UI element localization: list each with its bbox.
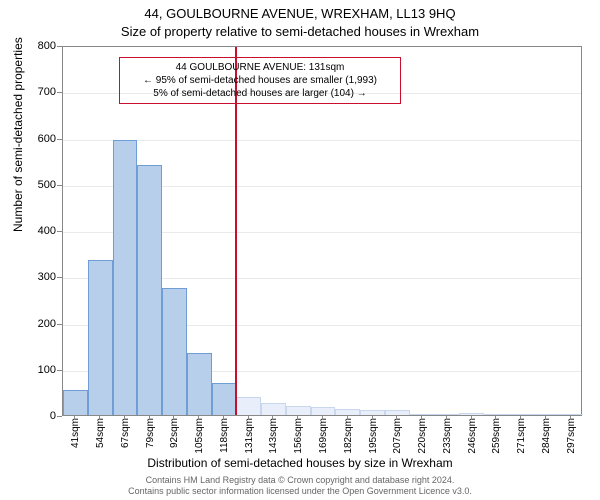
bar xyxy=(236,397,261,416)
x-tick-mark xyxy=(272,416,273,420)
x-tick-label: 182sqm xyxy=(343,418,354,454)
bar xyxy=(187,353,212,415)
x-tick-label: 271sqm xyxy=(516,418,527,454)
x-tick-label: 169sqm xyxy=(318,418,329,454)
x-tick-label: 79sqm xyxy=(145,418,156,448)
footer-line-2: Contains public sector information licen… xyxy=(128,486,472,496)
x-tick-label: 220sqm xyxy=(417,418,428,454)
x-tick-mark xyxy=(297,416,298,420)
y-tick-label: 800 xyxy=(0,40,56,52)
chart-container: 44, GOULBOURNE AVENUE, WREXHAM, LL13 9HQ… xyxy=(0,0,600,500)
x-tick-mark xyxy=(99,416,100,420)
x-tick-label: 54sqm xyxy=(95,418,106,448)
x-tick-mark xyxy=(198,416,199,420)
page-title: 44, GOULBOURNE AVENUE, WREXHAM, LL13 9HQ xyxy=(0,6,600,21)
bar xyxy=(162,288,187,415)
x-tick-mark xyxy=(149,416,150,420)
gridline xyxy=(63,140,581,141)
bar xyxy=(410,414,435,415)
x-tick-label: 67sqm xyxy=(120,418,131,448)
x-tick-label: 118sqm xyxy=(219,418,230,453)
x-tick-mark xyxy=(495,416,496,420)
bar xyxy=(360,410,385,415)
x-tick-label: 92sqm xyxy=(169,418,180,448)
x-tick-mark xyxy=(421,416,422,420)
x-tick-label: 233sqm xyxy=(442,418,453,454)
annotation-line: ← 95% of semi-detached houses are smalle… xyxy=(124,74,396,87)
x-tick-label: 105sqm xyxy=(194,418,205,454)
x-tick-mark xyxy=(173,416,174,420)
bar xyxy=(88,260,113,415)
bar xyxy=(286,406,311,415)
bar xyxy=(385,410,410,415)
x-tick-mark xyxy=(372,416,373,420)
y-tick-label: 600 xyxy=(0,133,56,145)
y-tick-label: 100 xyxy=(0,364,56,376)
x-tick-mark xyxy=(124,416,125,420)
bar xyxy=(335,409,360,415)
x-tick-mark xyxy=(520,416,521,420)
bar xyxy=(261,403,286,415)
x-tick-mark xyxy=(347,416,348,420)
x-tick-mark xyxy=(570,416,571,420)
y-tick-label: 0 xyxy=(0,410,56,422)
footer-attribution: Contains HM Land Registry data © Crown c… xyxy=(0,475,600,497)
x-axis-label: Distribution of semi-detached houses by … xyxy=(0,456,600,470)
x-tick-mark xyxy=(223,416,224,420)
annotation-box: 44 GOULBOURNE AVENUE: 131sqm← 95% of sem… xyxy=(119,57,401,104)
y-tick-label: 500 xyxy=(0,179,56,191)
y-tick-label: 400 xyxy=(0,225,56,237)
x-tick-label: 297sqm xyxy=(566,418,577,454)
x-tick-mark xyxy=(545,416,546,420)
x-tick-label: 131sqm xyxy=(244,418,255,454)
y-tick-label: 200 xyxy=(0,318,56,330)
x-tick-label: 207sqm xyxy=(392,418,403,454)
x-tick-mark xyxy=(471,416,472,420)
bar xyxy=(509,414,534,415)
y-tick-label: 300 xyxy=(0,271,56,283)
x-tick-label: 259sqm xyxy=(491,418,502,454)
bar xyxy=(137,165,162,415)
x-tick-mark xyxy=(322,416,323,420)
bar xyxy=(459,413,484,415)
page-subtitle: Size of property relative to semi-detach… xyxy=(0,24,600,39)
x-tick-label: 284sqm xyxy=(541,418,552,454)
annotation-line: 44 GOULBOURNE AVENUE: 131sqm xyxy=(124,61,396,74)
footer-line-1: Contains HM Land Registry data © Crown c… xyxy=(146,475,455,485)
x-tick-mark xyxy=(396,416,397,420)
bar xyxy=(533,414,558,415)
x-tick-label: 143sqm xyxy=(268,418,279,454)
bar xyxy=(434,414,459,415)
bar xyxy=(484,414,509,415)
x-tick-label: 195sqm xyxy=(368,418,379,454)
x-tick-mark xyxy=(248,416,249,420)
x-tick-label: 246sqm xyxy=(467,418,478,454)
x-tick-mark xyxy=(74,416,75,420)
plot-area: 44 GOULBOURNE AVENUE: 131sqm← 95% of sem… xyxy=(62,46,582,416)
bar xyxy=(113,140,138,415)
bar xyxy=(558,414,583,415)
x-tick-label: 156sqm xyxy=(293,418,304,454)
bar xyxy=(212,383,237,415)
x-tick-label: 41sqm xyxy=(70,418,81,448)
bar xyxy=(311,407,336,415)
x-tick-mark xyxy=(446,416,447,420)
annotation-line: 5% of semi-detached houses are larger (1… xyxy=(124,87,396,100)
bar xyxy=(63,390,88,415)
y-tick-label: 700 xyxy=(0,86,56,98)
